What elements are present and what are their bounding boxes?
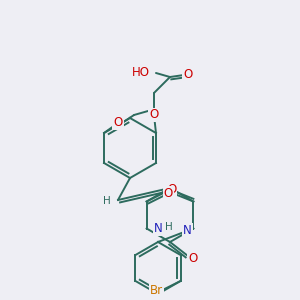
Text: O: O [183, 68, 193, 80]
Text: HO: HO [132, 67, 150, 80]
Text: O: O [188, 251, 198, 265]
Text: O: O [164, 187, 173, 200]
Text: N: N [183, 224, 192, 237]
Text: O: O [113, 116, 123, 130]
Text: Br: Br [150, 284, 163, 298]
Text: O: O [149, 109, 159, 122]
Text: H: H [103, 196, 111, 206]
Text: O: O [167, 183, 176, 196]
Text: H: H [165, 221, 172, 232]
Text: N: N [154, 222, 163, 235]
